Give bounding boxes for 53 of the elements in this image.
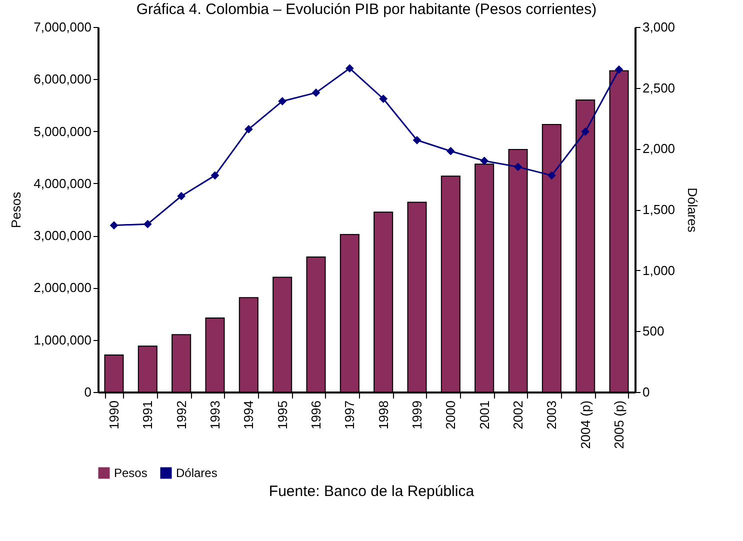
- x-tick-label: 1995: [274, 400, 290, 430]
- x-tick-label: 1991: [140, 400, 156, 430]
- y2-tick-label: 0: [642, 384, 650, 400]
- point: [614, 65, 624, 74]
- point: [581, 127, 590, 136]
- y2-tick-label: 500: [642, 324, 664, 339]
- x-tick-label: 1999: [410, 400, 424, 430]
- source-note: Fuente: Banco de la República: [268, 483, 476, 500]
- x-tick-label: 2004 (p): [578, 400, 593, 449]
- y-axis-title: Pesos: [8, 191, 24, 228]
- x-tick-label: 2003: [544, 400, 560, 430]
- x-tick-label: 2000: [443, 400, 458, 430]
- point: [312, 88, 320, 97]
- point: [547, 171, 556, 180]
- y-tick-label: 0: [84, 384, 92, 400]
- x-tick-label: 1997: [342, 400, 358, 430]
- point: [514, 162, 522, 172]
- chart-title: Gráfica 4. Colombia – Evolución PIB por habitante (Pesos corrientes): [136, 1, 597, 18]
- point: [379, 94, 388, 103]
- y2-tick-label: 2,500: [642, 80, 676, 96]
- y2-axis-title: Dólares: [685, 188, 700, 233]
- y-tick-label: 6,000,000: [34, 72, 92, 87]
- x-tick-label: 2005 (p): [612, 400, 627, 449]
- point: [143, 220, 152, 228]
- y-tick-label: 5,000,000: [34, 124, 92, 139]
- point: [244, 125, 253, 134]
- point: [278, 97, 287, 106]
- y2-tick-label: 3,000: [642, 20, 676, 34]
- x-tick-label: 1992: [174, 400, 189, 430]
- x-tick-label: 1993: [207, 400, 222, 430]
- x-tick-label: 1994: [241, 400, 256, 430]
- x-tick-label: 2002: [510, 400, 526, 430]
- x-tick-label: 1990: [106, 400, 122, 430]
- y-tick-label: 2,000,000: [34, 280, 92, 296]
- point: [110, 221, 118, 230]
- y-tick-label: 7,000,000: [34, 20, 92, 34]
- y-tick-label: 3,000,000: [34, 228, 92, 244]
- point: [446, 146, 455, 156]
- point: [345, 64, 354, 73]
- point: [412, 136, 422, 144]
- y2-tick-label: 1,500: [642, 202, 676, 217]
- x-tick-label: 1998: [376, 400, 391, 430]
- x-tick-label: 2001: [476, 400, 492, 430]
- y-tick-label: 1,000,000: [34, 332, 92, 348]
- legend-label: Pesos: [114, 466, 148, 480]
- y2-tick-label: 2,000: [642, 141, 676, 156]
- point: [177, 192, 186, 200]
- legend-label: Dólares: [176, 466, 218, 480]
- x-tick-label: 1996: [308, 400, 324, 430]
- y2-tick-label: 1,000: [642, 262, 676, 278]
- y-tick-label: 4,000,000: [34, 176, 92, 191]
- point: [210, 171, 220, 180]
- point: [480, 156, 489, 166]
